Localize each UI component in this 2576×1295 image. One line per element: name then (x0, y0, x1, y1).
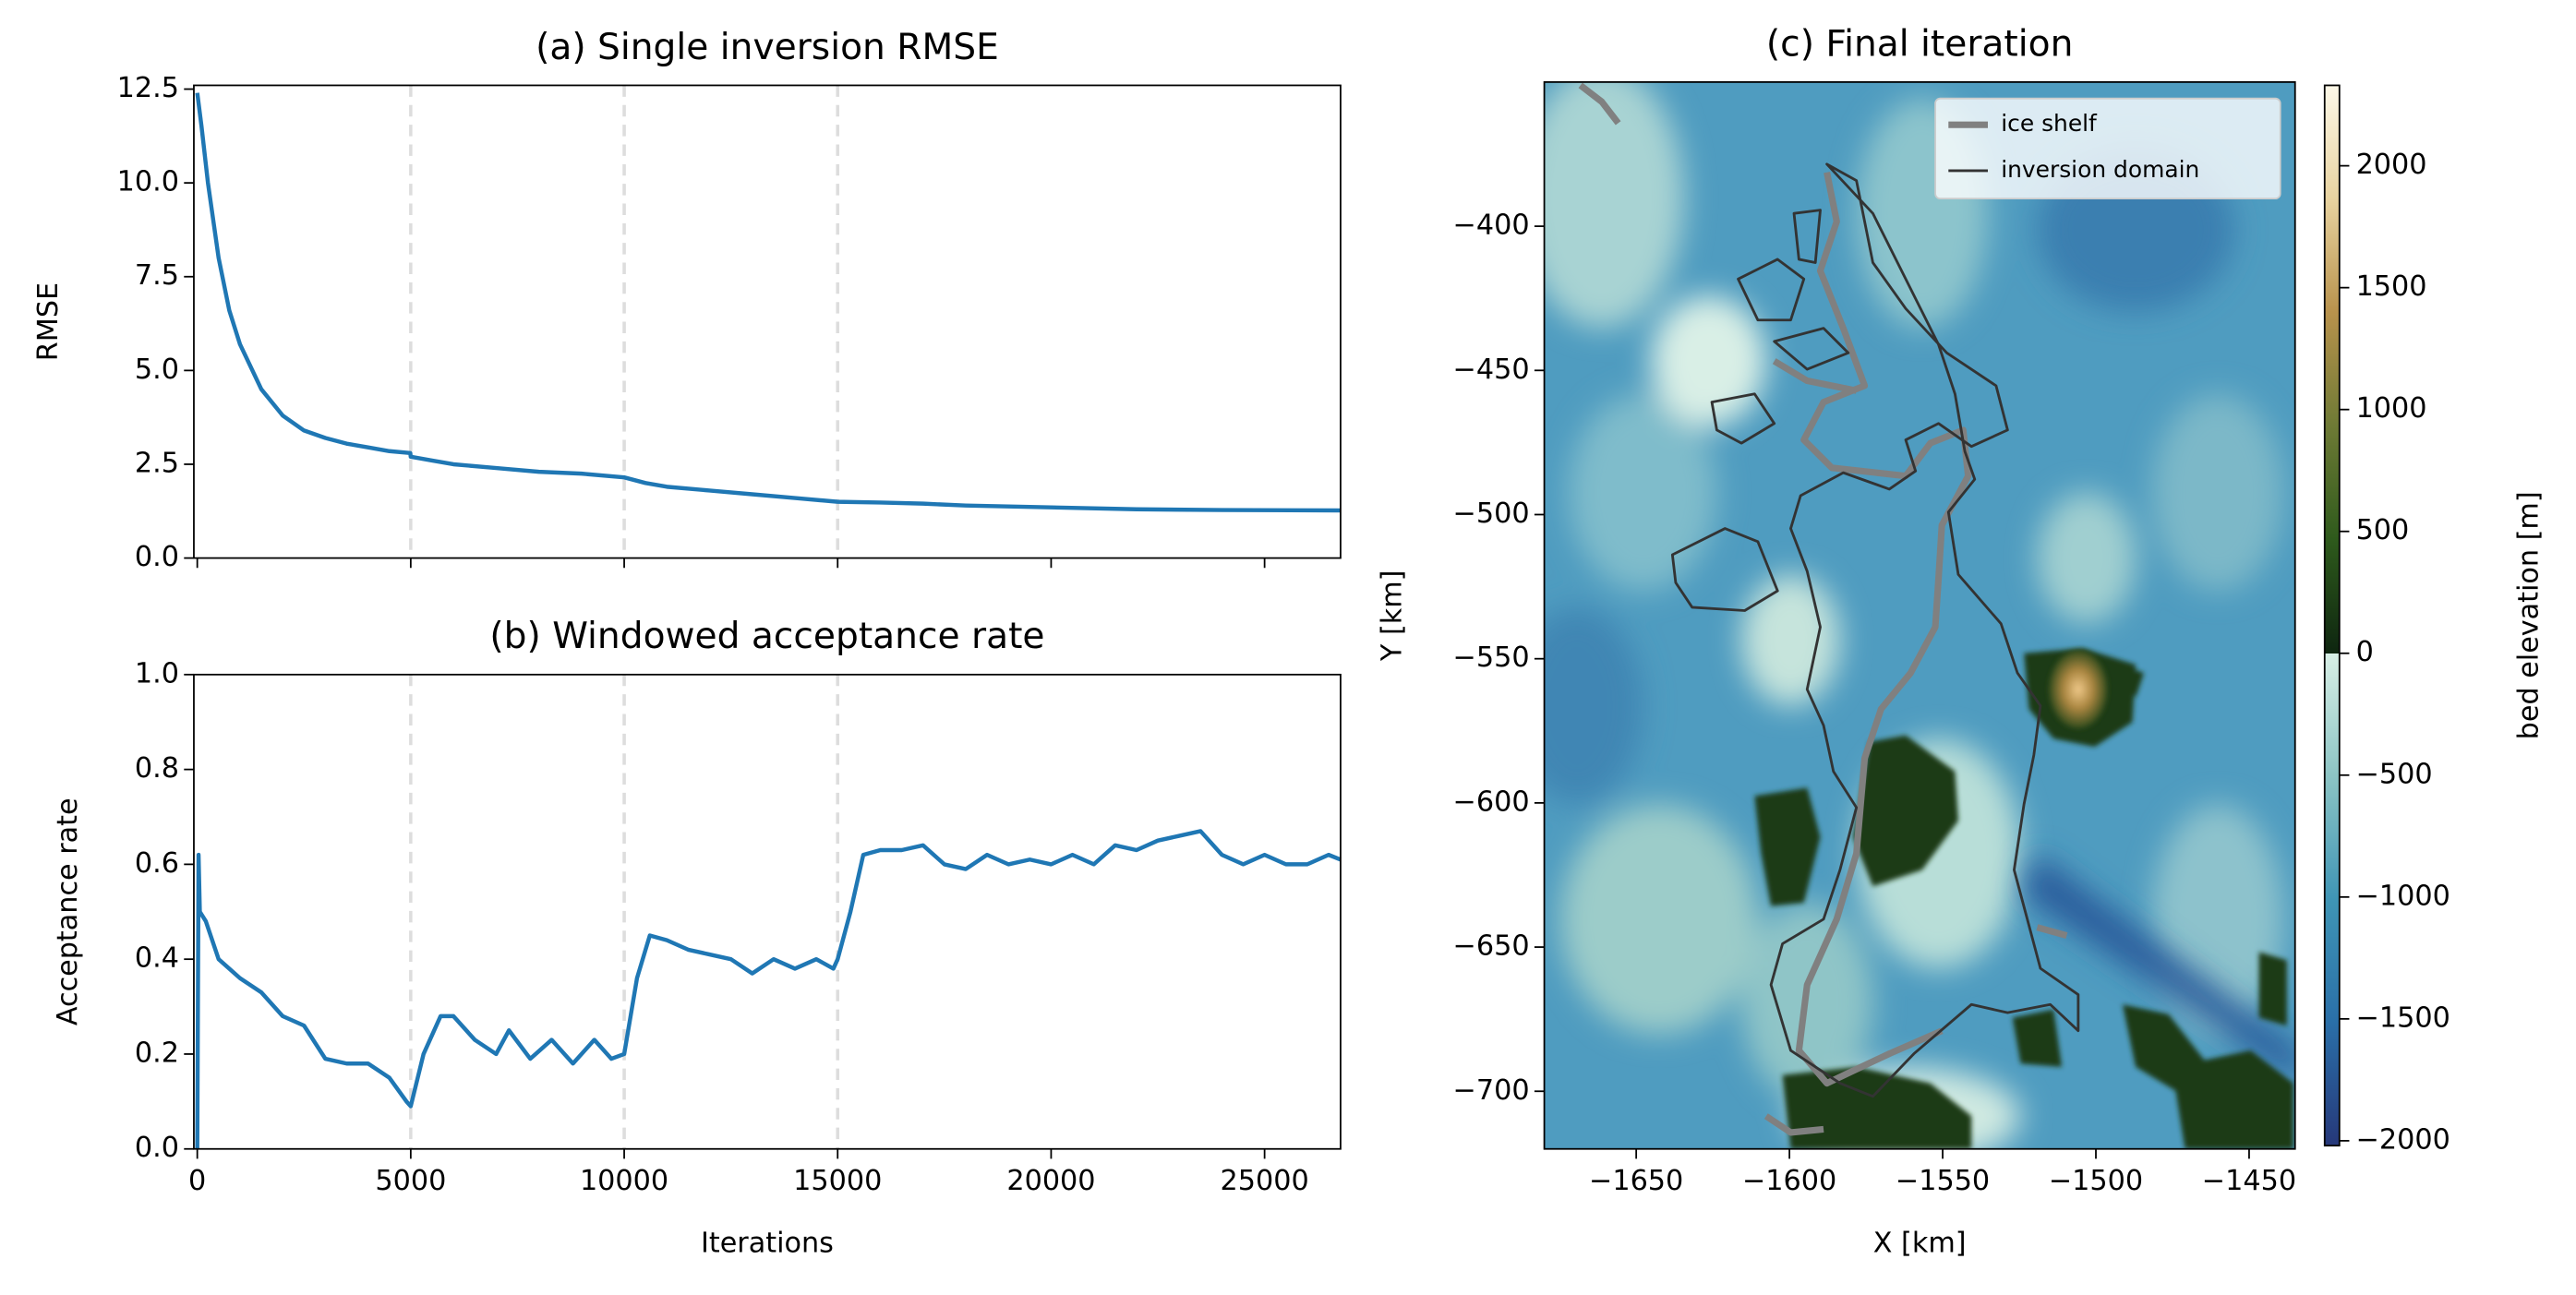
colorbar-tick-label: −500 (2356, 758, 2433, 790)
chart-title: (c) Final iteration (1766, 23, 2073, 65)
y-tick-label: −500 (1453, 498, 1530, 530)
colorbar-tick-label: −1500 (2356, 1001, 2450, 1034)
ice-shelf-outline (1578, 82, 2068, 1136)
legend-box (1934, 97, 2281, 200)
map-image (1544, 81, 2295, 1149)
x-tick-label: 25000 (1221, 1165, 1309, 1197)
x-tick-label: −1450 (2202, 1165, 2296, 1197)
x-tick-label: −1550 (1896, 1165, 1990, 1197)
y-tick-label: −650 (1453, 930, 1530, 963)
x-tick-label: −1650 (1589, 1165, 1683, 1197)
x-tick-label: 20000 (1006, 1165, 1095, 1197)
colorbar-label: bed elevation [m] (2513, 491, 2546, 739)
y-tick-label: 0.2 (135, 1037, 179, 1069)
y-tick-label: 7.5 (135, 259, 179, 292)
y-axis-label: RMSE (32, 282, 65, 361)
colorbar-tick-label: −2000 (2356, 1123, 2450, 1156)
chart-title: (a) Single inversion RMSE (536, 27, 999, 68)
axes-frame (1543, 81, 2296, 1150)
colorbar-tick-label: 500 (2356, 514, 2410, 546)
axes-frame (193, 673, 1342, 1150)
y-tick-label: −450 (1453, 354, 1530, 386)
y-tick-label: −400 (1453, 210, 1530, 242)
x-axis-label: X [km] (1873, 1227, 1967, 1259)
x-tick-label: −1600 (1742, 1165, 1836, 1197)
x-tick-label: 15000 (793, 1165, 882, 1197)
colorbar-tick-label: 2000 (2356, 149, 2427, 181)
y-tick-label: −600 (1453, 785, 1530, 818)
y-tick-label: 0.0 (135, 1132, 179, 1164)
x-tick-label: −1500 (2049, 1165, 2143, 1197)
y-tick-label: 12.5 (117, 72, 179, 104)
legend-label: ice shelf (2001, 110, 2098, 137)
y-tick-label: 0.4 (135, 942, 179, 975)
colorbar (2323, 84, 2341, 1147)
y-tick-label: 10.0 (117, 166, 179, 198)
inversion-domain-outline (1670, 162, 2080, 1098)
x-tick-label: 0 (188, 1165, 206, 1197)
y-tick-label: 0.6 (135, 847, 179, 880)
chart-title: (b) Windowed acceptance rate (489, 616, 1044, 657)
axes-frame (193, 84, 1342, 559)
colorbar-tick-label: −1000 (2356, 880, 2450, 912)
y-axis-label: Acceptance rate (52, 797, 84, 1025)
legend-label: inversion domain (2001, 156, 2199, 183)
data-line (195, 92, 1341, 513)
x-axis-label: Iterations (701, 1227, 834, 1259)
data-line (195, 829, 1342, 1149)
x-tick-label: 5000 (375, 1165, 446, 1197)
colorbar-tick-label: 1000 (2356, 392, 2427, 425)
y-tick-label: 5.0 (135, 354, 179, 386)
y-tick-label: −700 (1453, 1074, 1530, 1107)
x-tick-label: 10000 (580, 1165, 668, 1197)
colorbar-tick-label: 1500 (2356, 270, 2427, 303)
y-axis-label: Y [km] (1376, 570, 1408, 663)
y-tick-label: 1.0 (135, 657, 179, 689)
y-tick-label: 0.0 (135, 541, 179, 573)
y-tick-label: −550 (1453, 642, 1530, 674)
colorbar-tick-label: 0 (2356, 636, 2374, 668)
y-tick-label: 0.8 (135, 752, 179, 785)
y-tick-label: 2.5 (135, 447, 179, 479)
